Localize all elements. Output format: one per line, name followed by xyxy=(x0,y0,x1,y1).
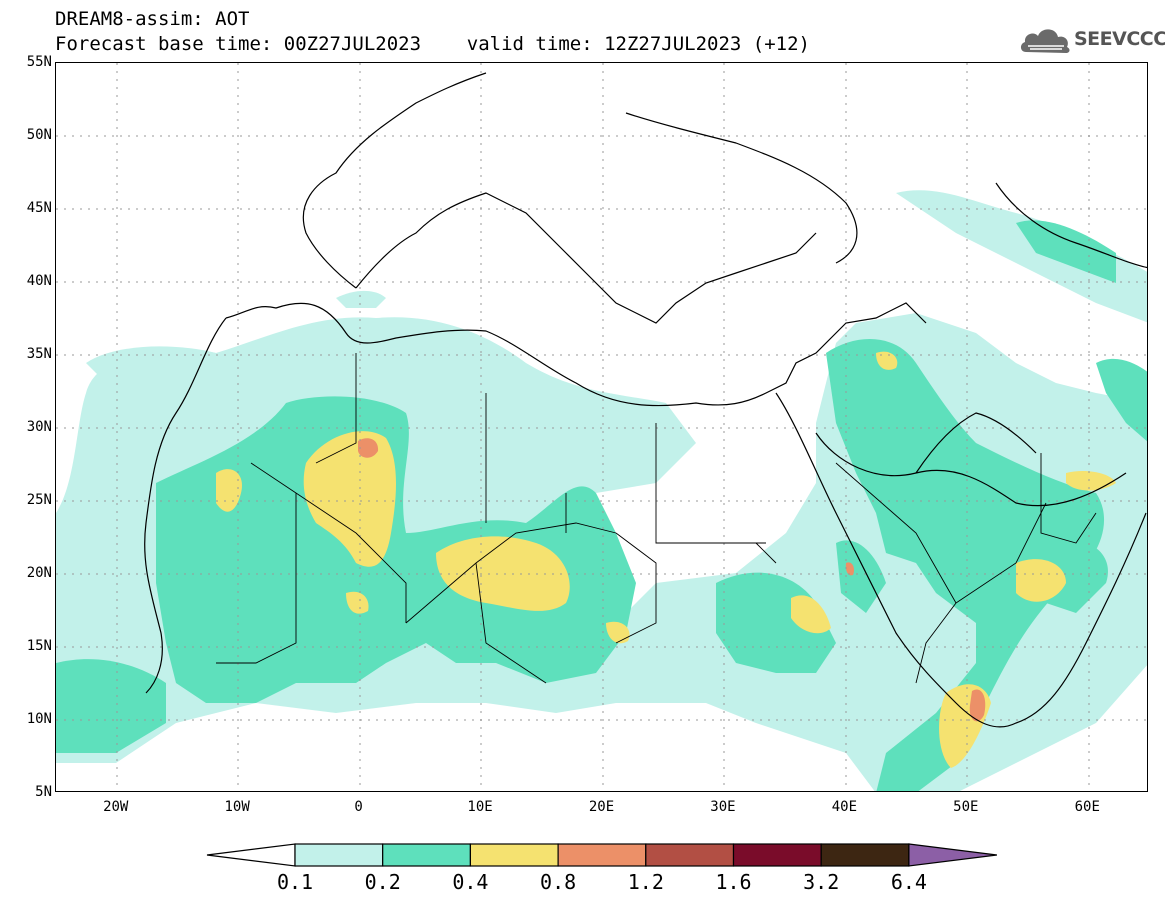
colorbar-segment xyxy=(645,843,735,867)
colorbar-label: 0.2 xyxy=(364,870,401,894)
lon-label: 60E xyxy=(1074,799,1100,815)
colorbar-segment xyxy=(557,843,647,867)
lon-label: 30E xyxy=(710,799,736,815)
lat-label: 30N xyxy=(26,419,52,435)
aot-map xyxy=(55,62,1148,792)
lon-label: 0 xyxy=(354,799,363,815)
cloud-logo-icon xyxy=(1020,29,1070,53)
colorbar-label: 1.2 xyxy=(627,870,664,894)
coastlines xyxy=(144,72,1147,728)
colorbar-max-triangle xyxy=(908,843,997,867)
lon-label: 40E xyxy=(831,799,858,815)
colorbar-label: 0.1 xyxy=(276,870,314,894)
lat-label: 25N xyxy=(26,492,52,508)
lat-label: 50N xyxy=(26,127,52,143)
lat-label: 55N xyxy=(26,54,52,70)
forecast-time-info: Forecast base time: 00Z27JUL2023 valid t… xyxy=(55,33,810,55)
lat-label: 5N xyxy=(35,784,52,800)
colorbar-label: 3.2 xyxy=(803,870,840,894)
lat-label: 45N xyxy=(26,200,52,216)
aot-band-0-4 xyxy=(216,351,1116,768)
colorbar-segment xyxy=(732,843,822,867)
logo-text: SEEVCCC xyxy=(1074,28,1165,50)
borders xyxy=(216,353,1097,684)
lon-label: 20W xyxy=(103,799,129,815)
lat-label: 40N xyxy=(26,273,52,289)
colorbar xyxy=(206,843,997,867)
colorbar-min-triangle xyxy=(206,843,296,867)
lat-label: 35N xyxy=(26,346,52,362)
map-canvas xyxy=(56,63,1147,791)
map-title: DREAM8-assim: AOT xyxy=(55,8,250,30)
seevccc-logo: SEEVCCC xyxy=(1018,22,1165,58)
colorbar-segment xyxy=(820,843,910,867)
lon-label: 50E xyxy=(953,799,979,815)
colorbar-label: 0.8 xyxy=(540,870,577,894)
colorbar-label: 1.6 xyxy=(715,870,752,894)
lon-label: 10W xyxy=(224,799,250,815)
aot-band-0-2 xyxy=(56,220,1147,791)
lon-label: 20E xyxy=(588,799,615,815)
lat-label: 10N xyxy=(26,711,52,727)
lat-label: 20N xyxy=(26,565,52,581)
lon-label: 10E xyxy=(467,799,493,815)
colorbar-segment xyxy=(382,843,471,867)
colorbar-segment xyxy=(469,843,559,867)
aot-band-0-8 xyxy=(358,438,986,722)
colorbar-label: 6.4 xyxy=(890,870,927,894)
colorbar-label: 0.4 xyxy=(452,870,489,894)
colorbar-segment xyxy=(294,843,384,867)
lat-label: 15N xyxy=(26,638,52,654)
